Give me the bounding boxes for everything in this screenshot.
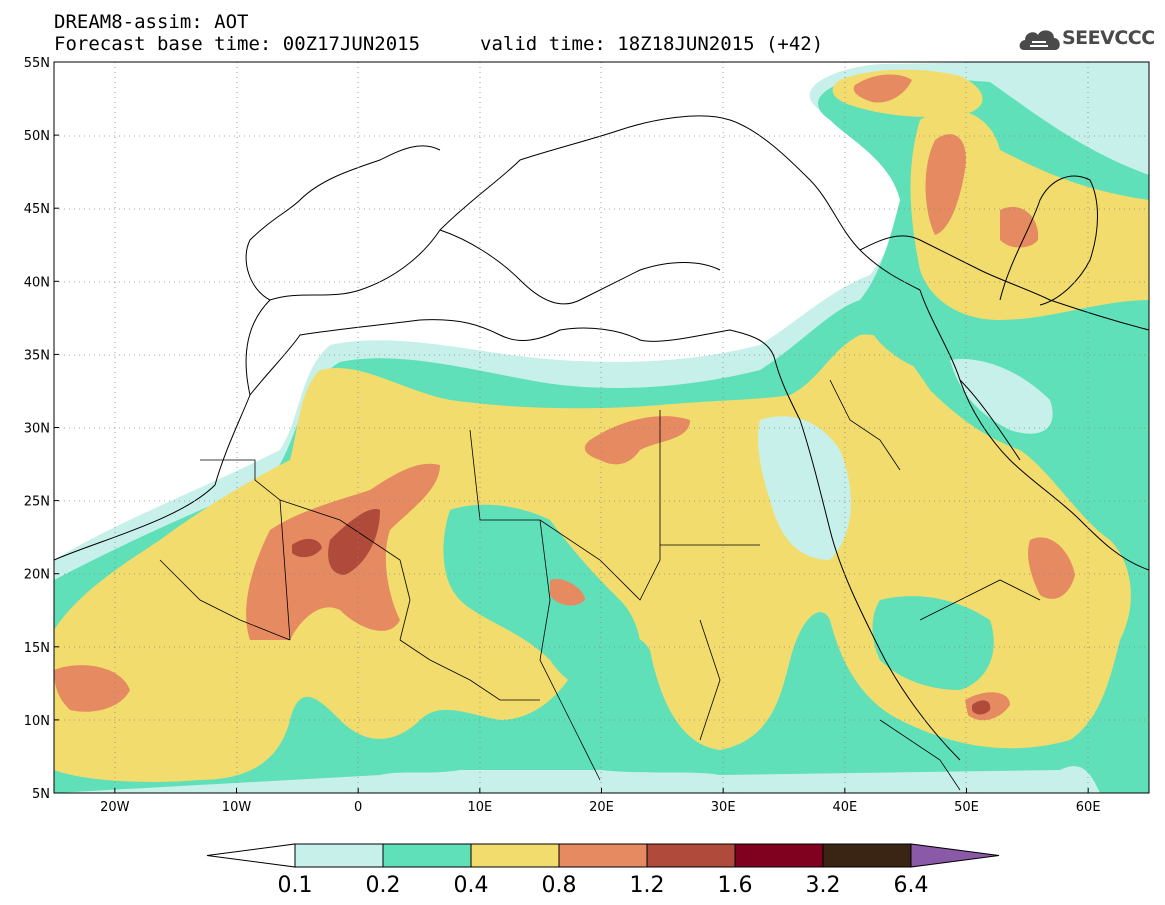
lat-tick-label: 30N bbox=[24, 422, 50, 437]
chart-title: DREAM8-assim: AOT bbox=[54, 11, 249, 33]
aot-contour-0-8-westafrica bbox=[54, 665, 130, 712]
aot-contour-0-8-oman bbox=[1028, 537, 1075, 599]
colorbar-label: 6.4 bbox=[894, 873, 929, 898]
gridlines bbox=[54, 62, 1149, 793]
lon-tick-label: 20E bbox=[589, 800, 614, 815]
lon-tick-label: 20W bbox=[100, 800, 130, 815]
aot-contour-0-8-chad bbox=[550, 579, 585, 606]
colorbar-label: 0.1 bbox=[278, 873, 313, 898]
colorbar-label: 3.2 bbox=[806, 873, 841, 898]
lat-tick-label: 25N bbox=[24, 495, 50, 510]
colorbar-box bbox=[294, 843, 384, 868]
aot-contour-green-patch-3 bbox=[758, 416, 851, 560]
lat-tick-label: 5N bbox=[32, 787, 50, 802]
colorbar-box bbox=[558, 843, 648, 868]
latitude-axis: 55N 50N 45N 40N 35N 30N 25N 20N 15N 10N 5N bbox=[24, 56, 59, 802]
colorbar-box bbox=[382, 843, 472, 868]
forecast-base-time: Forecast base time: 00Z17JUN2015 bbox=[54, 33, 421, 55]
colorbar-box bbox=[822, 843, 912, 868]
lat-tick-label: 15N bbox=[24, 641, 50, 656]
lon-tick-label: 60E bbox=[1076, 800, 1101, 815]
colorbar-over-triangle bbox=[910, 843, 1000, 868]
lat-tick-label: 20N bbox=[24, 568, 50, 583]
aot-contour-0-8-caspian bbox=[925, 134, 966, 235]
aot-contour-1-2-c bbox=[972, 700, 991, 715]
longitude-axis: 20W 10W 0 10E 20E 30E 40E 50E 60E bbox=[100, 788, 1101, 815]
aot-contour-green-patch-4 bbox=[872, 596, 994, 690]
aot-contour-0-4 bbox=[54, 334, 1131, 782]
colorbar-label: 0.2 bbox=[366, 873, 401, 898]
lon-tick-label: 40E bbox=[832, 800, 857, 815]
colorbar-label: 0.4 bbox=[454, 873, 489, 898]
aot-contour-0-8-north bbox=[853, 74, 912, 103]
aot-contour-0-8-libya bbox=[584, 416, 690, 465]
aot-contour-1-2-b bbox=[292, 538, 322, 558]
colorbar-under-triangle bbox=[206, 843, 296, 868]
lat-tick-label: 35N bbox=[24, 348, 50, 363]
lat-tick-label: 10N bbox=[24, 714, 50, 729]
lon-tick-label: 10W bbox=[222, 800, 252, 815]
coastlines bbox=[54, 115, 1149, 761]
lon-tick-label: 50E bbox=[954, 800, 979, 815]
colorbar-box bbox=[734, 843, 824, 868]
colorbar-box bbox=[646, 843, 736, 868]
cloud-logo-icon bbox=[1019, 30, 1060, 50]
lon-tick-label: 0 bbox=[354, 800, 362, 815]
lat-tick-label: 55N bbox=[24, 56, 50, 71]
valid-time: valid time: 18Z18JUN2015 (+42) bbox=[480, 33, 824, 55]
colorbar-label: 0.8 bbox=[542, 873, 577, 898]
lon-tick-label: 10E bbox=[467, 800, 492, 815]
lat-tick-label: 45N bbox=[24, 202, 50, 217]
aot-contour-white-patch bbox=[950, 359, 1053, 434]
colorbar-label: 1.6 bbox=[718, 873, 753, 898]
colorbar-box bbox=[470, 843, 560, 868]
borders bbox=[159, 379, 1041, 791]
aot-contour-green-patch bbox=[443, 504, 641, 694]
lat-tick-label: 40N bbox=[24, 275, 50, 290]
lon-tick-label: 30E bbox=[711, 800, 736, 815]
lat-tick-label: 50N bbox=[24, 129, 50, 144]
aot-contour-0-8-caspian-2 bbox=[1000, 206, 1039, 248]
aot-contour-1-2-a bbox=[328, 509, 380, 575]
logo-text: SEEVCCC bbox=[1062, 27, 1155, 49]
colorbar-label: 1.2 bbox=[630, 873, 665, 898]
